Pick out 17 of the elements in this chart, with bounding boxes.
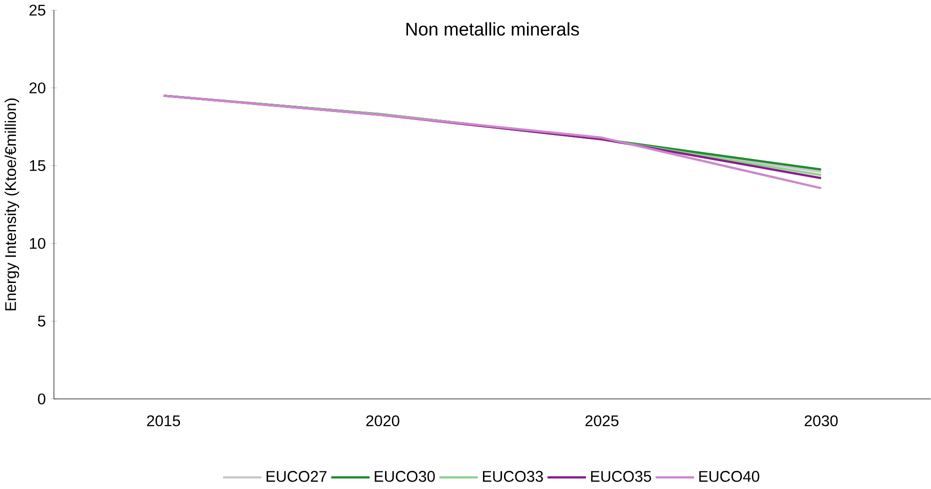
legend-label: EUCO27 <box>266 470 326 482</box>
y-axis-title: Energy Intensity (Ktoe/€million) <box>4 98 20 310</box>
y-tick-label: 20 <box>30 82 46 94</box>
x-tick-label: 2020 <box>366 415 400 426</box>
legend-label: EUCO33 <box>482 470 543 482</box>
text: Non metallic minerals <box>406 22 579 36</box>
y-tick-label: 5 <box>38 316 46 326</box>
legend-label: EUCO40 <box>699 470 760 482</box>
y-tick-label: 0 <box>38 393 46 404</box>
x-tick-label: 2030 <box>804 415 838 426</box>
y-tick-label: 25 <box>30 4 46 16</box>
y-tick-label: 15 <box>30 160 46 171</box>
x-tick-label: 2015 <box>147 415 180 426</box>
y-tick-label: 10 <box>30 238 46 249</box>
x-tick-label: 2025 <box>585 415 618 426</box>
legend-label: EUCO30 <box>374 470 435 482</box>
legend-label: EUCO35 <box>591 470 652 482</box>
